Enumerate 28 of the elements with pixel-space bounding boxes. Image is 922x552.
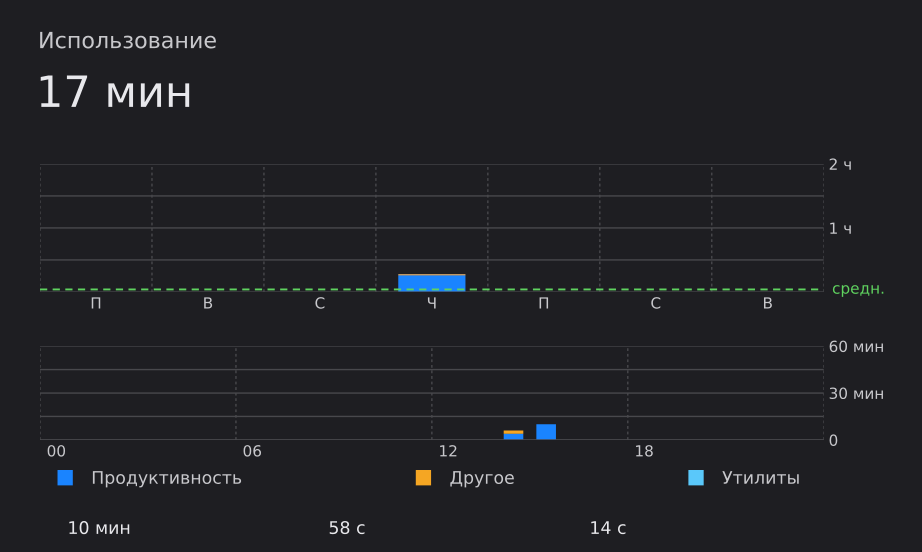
y-tick-label: 30 мин — [830, 387, 883, 400]
legend-label: Другое — [450, 471, 514, 488]
x-tick-label: В — [204, 297, 212, 308]
chart-title: Использование — [40, 32, 216, 48]
bar — [536, 424, 556, 440]
x-tick-label: С — [651, 297, 660, 309]
chart-subtitle: 17 мин — [40, 75, 190, 107]
bar — [504, 434, 524, 440]
text: 58 с — [330, 520, 364, 534]
y-tick-label: 1 ч — [830, 222, 851, 234]
x-tick-label: 00 — [48, 445, 66, 457]
legend-label: Утилиты — [722, 471, 799, 484]
text: 10 мин — [69, 520, 130, 534]
legend-label: Продуктивность — [92, 471, 242, 488]
x-tick-label: В — [764, 297, 772, 308]
text: 14 с — [591, 521, 626, 534]
x-tick-label: Ч — [428, 297, 436, 308]
x-tick-label: П — [92, 297, 100, 308]
x-tick-label: П — [540, 297, 548, 308]
y-tick-label: 2 ч — [830, 158, 851, 170]
x-tick-label: 18 — [636, 445, 653, 457]
x-tick-label: 06 — [244, 445, 262, 457]
y-tick-label: 60 мин — [830, 340, 883, 352]
y-tick-label: 0 — [830, 434, 838, 446]
x-tick-label: 12 — [440, 445, 456, 456]
x-tick-label: С — [315, 297, 324, 309]
ref-line-label: средн. — [832, 285, 884, 297]
bar — [504, 430, 524, 434]
